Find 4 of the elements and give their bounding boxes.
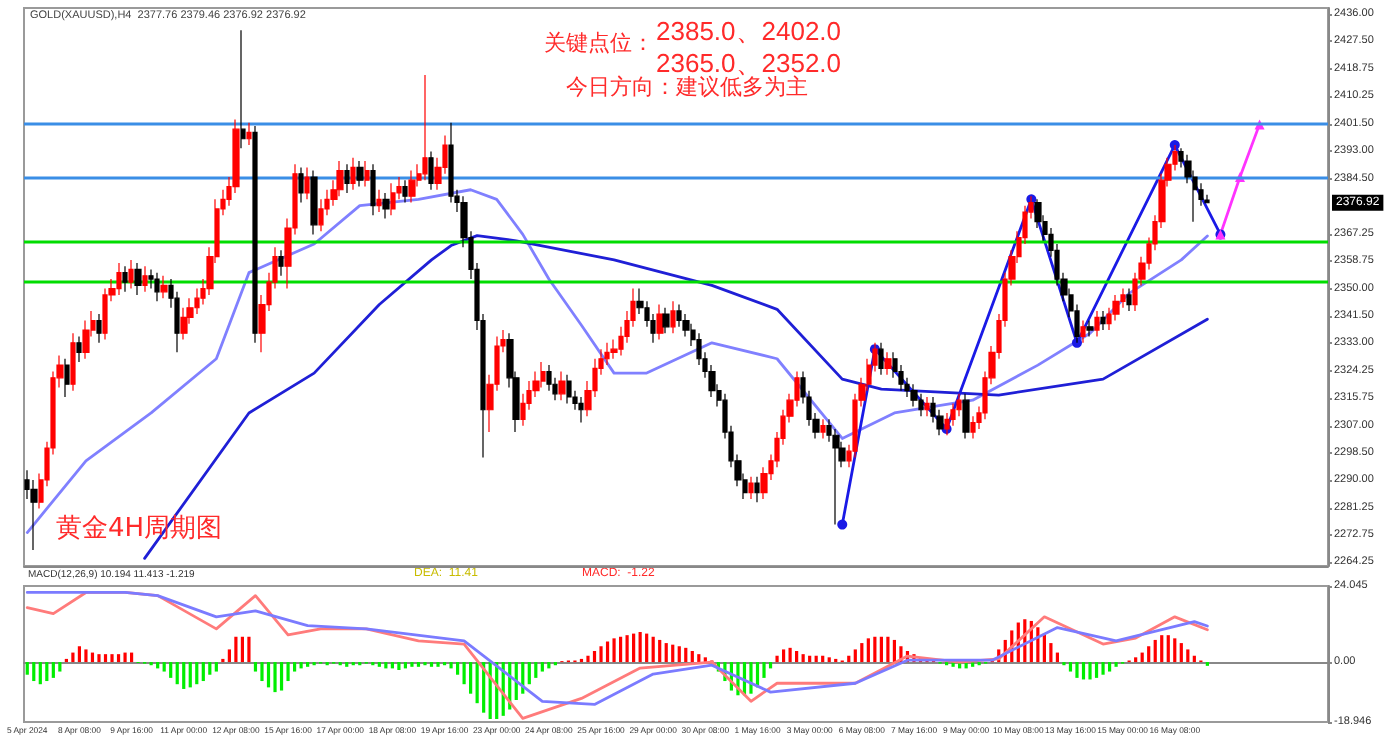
- annotation: 今日方向：建议低多为主: [566, 74, 808, 100]
- annotation: 2365.0、2352.0: [656, 48, 842, 78]
- annotation: 关键点位：: [544, 30, 654, 56]
- annotation: 2385.0、2402.0: [656, 16, 842, 46]
